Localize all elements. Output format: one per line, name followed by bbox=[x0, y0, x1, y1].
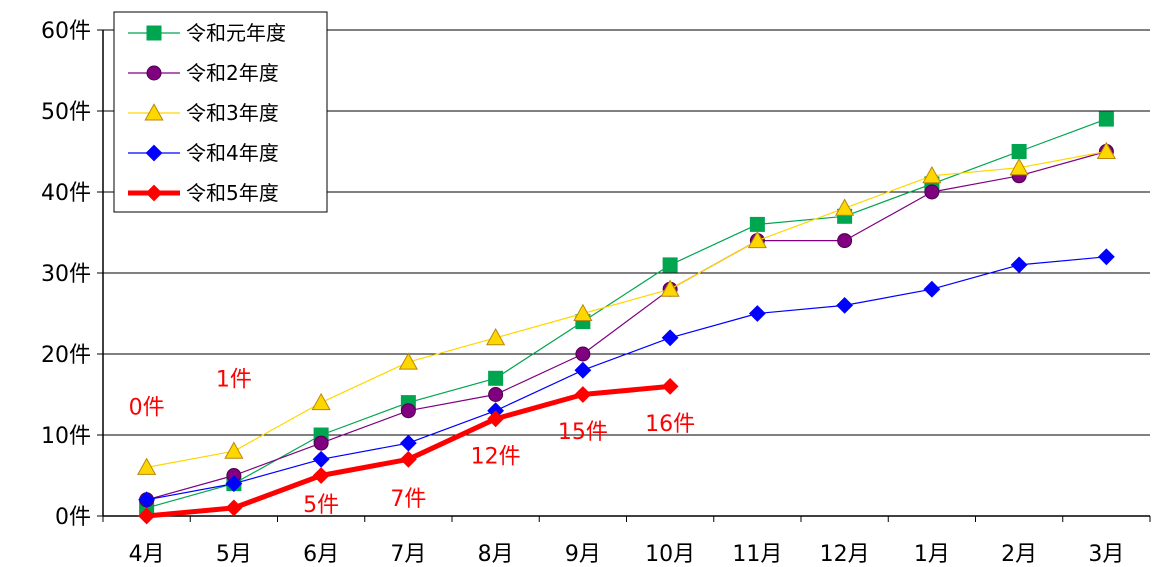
data-point bbox=[836, 296, 854, 314]
x-tick-label: 4月 bbox=[129, 542, 165, 567]
x-tick-label: 12月 bbox=[820, 542, 870, 567]
y-tick-label: 10件 bbox=[41, 424, 91, 449]
data-point bbox=[224, 441, 244, 459]
series-line bbox=[146, 118, 1107, 509]
y-tick-label: 20件 bbox=[41, 343, 91, 368]
data-point bbox=[1010, 256, 1028, 274]
legend-label: 令和3年度 bbox=[186, 101, 279, 125]
data-point bbox=[486, 328, 506, 346]
x-tick-label: 1月 bbox=[914, 542, 950, 567]
series-line bbox=[146, 256, 1107, 501]
data-point bbox=[137, 457, 157, 475]
x-tick-label: 10月 bbox=[645, 542, 695, 567]
legend-label: 令和元年度 bbox=[186, 21, 286, 45]
data-point bbox=[312, 467, 330, 484]
data-point bbox=[749, 216, 765, 232]
legend-marker bbox=[144, 103, 164, 121]
data-point bbox=[1009, 157, 1029, 176]
series-group bbox=[137, 111, 1116, 525]
legend-marker bbox=[146, 65, 162, 81]
data-point bbox=[138, 491, 156, 509]
legend-marker bbox=[145, 144, 163, 162]
data-point bbox=[924, 184, 940, 200]
x-tick-label: 6月 bbox=[303, 542, 339, 567]
x-tick-label: 2月 bbox=[1001, 542, 1037, 567]
y-tick-label: 60件 bbox=[41, 19, 91, 44]
data-point bbox=[574, 386, 592, 403]
data-point bbox=[1097, 248, 1115, 266]
data-point bbox=[835, 198, 855, 216]
data-point bbox=[313, 435, 329, 451]
data-point bbox=[1098, 111, 1114, 127]
y-tick-label: 40件 bbox=[41, 181, 91, 206]
data-point bbox=[662, 257, 678, 273]
data-point bbox=[661, 377, 679, 395]
data-point bbox=[837, 233, 853, 249]
data-point bbox=[573, 303, 593, 321]
data-point bbox=[1096, 141, 1116, 159]
series-2 bbox=[137, 141, 1116, 475]
data-label: 0件 bbox=[129, 396, 165, 421]
data-point bbox=[311, 392, 331, 411]
legend-label: 令和5年度 bbox=[186, 181, 279, 205]
x-tick-label: 9月 bbox=[565, 542, 601, 567]
data-point bbox=[660, 279, 680, 297]
data-point bbox=[747, 230, 767, 249]
x-tick-label: 5月 bbox=[216, 542, 252, 567]
data-point bbox=[923, 280, 941, 298]
annotations: 0件 1件 5件 7件 12件 15件 16件 bbox=[129, 367, 696, 518]
data-point bbox=[399, 434, 417, 452]
legend-label: 令和2年度 bbox=[186, 61, 279, 85]
series-3 bbox=[138, 248, 1115, 509]
data-point bbox=[225, 475, 243, 493]
data-point bbox=[661, 329, 679, 347]
legend-marker bbox=[145, 184, 163, 202]
x-tick-label: 3月 bbox=[1088, 542, 1124, 567]
legend-item: 令和元年度 bbox=[128, 21, 286, 45]
legend-item: 令和4年度 bbox=[128, 141, 279, 165]
data-point bbox=[399, 450, 417, 468]
data-point bbox=[225, 499, 243, 517]
data-label: 16件 bbox=[645, 412, 695, 437]
x-tick-label: 8月 bbox=[478, 542, 514, 567]
data-point bbox=[488, 370, 504, 386]
data-point bbox=[574, 361, 592, 379]
legend-label: 令和4年度 bbox=[186, 141, 279, 165]
data-point bbox=[400, 403, 416, 419]
data-point bbox=[312, 450, 330, 468]
data-label: 7件 bbox=[390, 487, 426, 512]
x-tick-label: 7月 bbox=[390, 542, 426, 567]
data-point bbox=[398, 352, 418, 370]
data-point bbox=[1011, 144, 1027, 159]
axes: 0件 10件 20件 30件 40件 50件 60件 4月 5月 6月 7月 8月 9月 10月 11月 12… bbox=[41, 19, 1151, 567]
data-point bbox=[487, 410, 505, 428]
legend-item: 令和5年度 bbox=[128, 181, 279, 205]
data-point bbox=[922, 166, 942, 184]
data-point bbox=[138, 507, 156, 525]
y-tick-label: 0件 bbox=[55, 505, 91, 530]
data-label: 5件 bbox=[303, 493, 339, 518]
data-point bbox=[488, 387, 504, 402]
data-point bbox=[575, 346, 591, 362]
data-label: 15件 bbox=[558, 420, 608, 445]
y-tick-label: 30件 bbox=[41, 262, 91, 287]
data-point bbox=[748, 305, 766, 322]
series-line bbox=[146, 150, 1107, 501]
series-4 bbox=[138, 377, 679, 525]
legend-item: 令和2年度 bbox=[128, 61, 279, 85]
data-label: 1件 bbox=[216, 367, 252, 392]
y-tick-label: 50件 bbox=[41, 100, 91, 125]
legend-item: 令和3年度 bbox=[128, 101, 279, 125]
series-line bbox=[146, 150, 1107, 468]
x-tick-label: 11月 bbox=[732, 542, 782, 567]
data-label: 12件 bbox=[471, 444, 521, 469]
legend-marker bbox=[146, 25, 162, 41]
